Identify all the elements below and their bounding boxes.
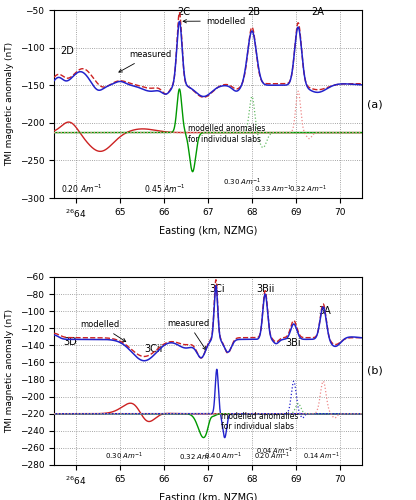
Y-axis label: TMI magnetic anomaly (nT): TMI magnetic anomaly (nT) [5, 309, 14, 433]
Text: $\it{0.20\ Am^{-1}}$: $\it{0.20\ Am^{-1}}$ [254, 451, 290, 462]
Text: $\it{0.30\ Am^{-1}}$: $\it{0.30\ Am^{-1}}$ [105, 450, 143, 462]
Text: modelled anomalies
for individual slabs: modelled anomalies for individual slabs [188, 124, 265, 144]
Text: modelled anomalies
for individual slabs: modelled anomalies for individual slabs [221, 412, 299, 431]
Text: $\it{0.14\ Am^{-1}}$: $\it{0.14\ Am^{-1}}$ [302, 450, 339, 462]
Text: $\it{0.33\ Am^{-1}}$: $\it{0.33\ Am^{-1}}$ [254, 184, 293, 196]
X-axis label: Easting (km, NZMG): Easting (km, NZMG) [159, 492, 257, 500]
Text: modelled: modelled [80, 320, 126, 342]
Text: 2D: 2D [61, 46, 74, 56]
Text: 3Cii: 3Cii [144, 344, 163, 354]
Text: (a): (a) [366, 99, 382, 109]
Text: $\it{0.32\ Am}$: $\it{0.32\ Am}$ [179, 452, 210, 461]
Text: modelled: modelled [183, 16, 245, 26]
Y-axis label: TMI magnetic anomaly (nT): TMI magnetic anomaly (nT) [5, 42, 14, 166]
Text: 2B: 2B [248, 8, 260, 18]
Text: measured: measured [119, 50, 171, 72]
Text: $\it{0.04\ Am^{-1}}$: $\it{0.04\ Am^{-1}}$ [256, 446, 293, 457]
Text: $\it{0.20\ Am^{-1}}$: $\it{0.20\ Am^{-1}}$ [61, 182, 102, 195]
Text: $\it{0.30\ Am^{-1}}$: $\it{0.30\ Am^{-1}}$ [223, 176, 262, 188]
Text: 3Bi: 3Bi [285, 338, 301, 348]
Text: 3Bii: 3Bii [256, 284, 275, 294]
Text: 3Ci: 3Ci [209, 284, 225, 294]
Text: 2C: 2C [177, 8, 190, 18]
Text: $\it{0.32\ Am^{-1}}$: $\it{0.32\ Am^{-1}}$ [290, 184, 328, 196]
Text: (b): (b) [366, 366, 382, 376]
Text: 3A: 3A [318, 306, 331, 316]
Text: 3D: 3D [63, 338, 77, 347]
Text: measured: measured [167, 318, 209, 350]
X-axis label: Easting (km, NZMG): Easting (km, NZMG) [159, 226, 257, 235]
Text: $\it{0.45\ Am^{-1}}$: $\it{0.45\ Am^{-1}}$ [144, 182, 186, 195]
Text: $\it{0.40\ Am^{-1}}$: $\it{0.40\ Am^{-1}}$ [205, 450, 243, 462]
Text: 2A: 2A [311, 8, 324, 18]
